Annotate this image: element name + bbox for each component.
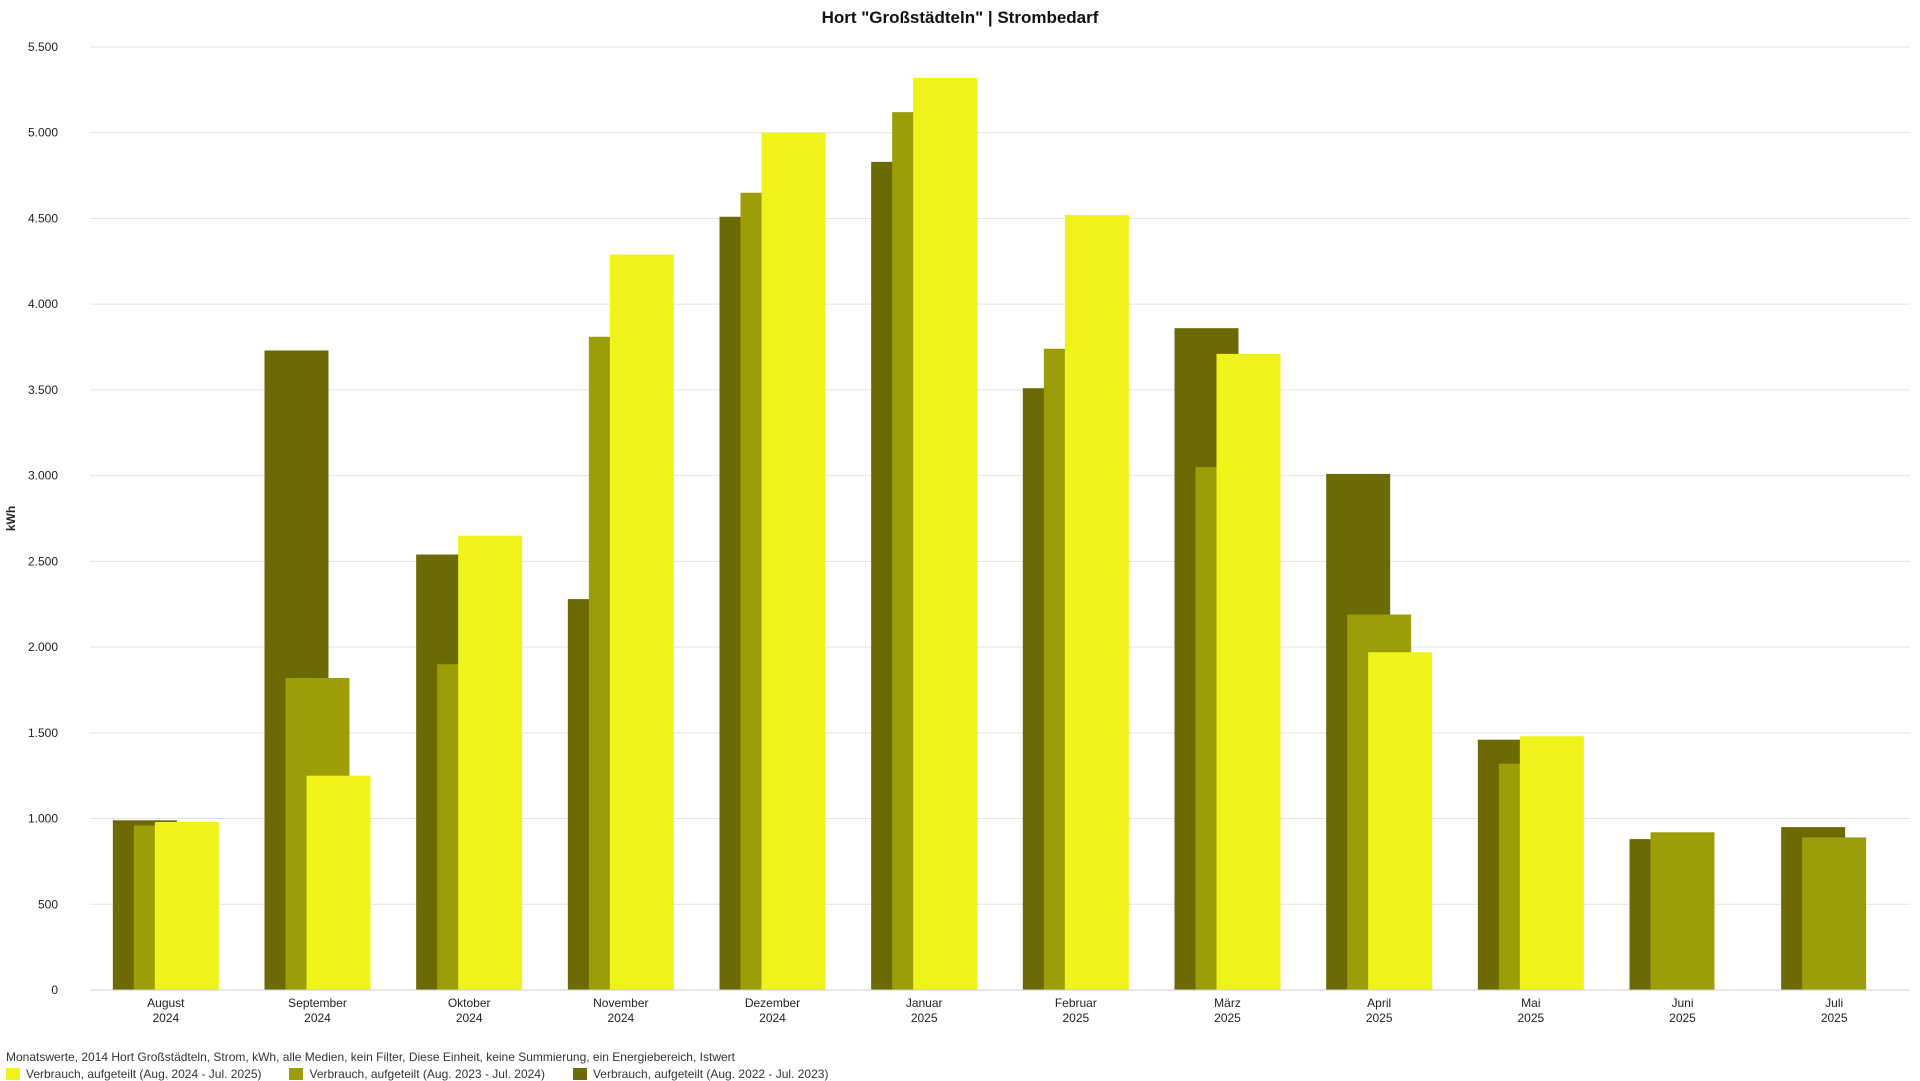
- y-tick-label: 3.000: [28, 469, 58, 483]
- legend-swatch: [572, 1068, 587, 1080]
- x-tick-label-month: März: [1214, 996, 1241, 1010]
- bar-series-3: [306, 775, 371, 990]
- legend-swatch: [289, 1068, 304, 1080]
- y-tick-label: 1.500: [28, 726, 58, 740]
- bar-series-3: [1216, 353, 1281, 990]
- x-tick-label-month: Januar: [906, 996, 943, 1010]
- y-tick-label: 4.500: [28, 211, 58, 225]
- bar-series-2: [1802, 837, 1867, 990]
- y-tick-label: 2.000: [28, 640, 58, 654]
- bar-series-3: [1519, 736, 1584, 990]
- y-axis-tick-labels: 0 500 1.000 1.500 2.000 2.500 3.000 3.500 4.000 4…: [28, 40, 58, 997]
- y-tick-label: 5.500: [28, 40, 58, 54]
- x-tick-label-month: Juli: [1825, 996, 1843, 1010]
- bars: [112, 77, 1867, 991]
- y-tick-label: 4.000: [28, 297, 58, 311]
- y-tick-label: 2.500: [28, 554, 58, 568]
- y-tick-label: 500: [38, 897, 58, 911]
- legend-label: Verbrauch, aufgeteilt (Aug. 2022 - Jul. …: [592, 1067, 829, 1081]
- x-tick-label-year: 2024: [759, 1011, 786, 1025]
- x-tick-label-year: 2025: [1062, 1011, 1089, 1025]
- x-tick-label-year: 2024: [607, 1011, 634, 1025]
- bar-series-3: [1064, 215, 1129, 990]
- y-tick-label: 3.500: [28, 383, 58, 397]
- chart-title: Hort "Großstädteln" | Strombedarf: [821, 8, 1099, 27]
- x-tick-label-month: Mai: [1521, 996, 1540, 1010]
- bar-series-3: [609, 254, 674, 990]
- x-tick-label-year: 2024: [152, 1011, 179, 1025]
- bar-series-3: [913, 77, 978, 990]
- x-tick-label-month: Oktober: [448, 996, 491, 1010]
- bar-series-3: [761, 132, 826, 990]
- legend-label: Verbrauch, aufgeteilt (Aug. 2023 - Jul. …: [309, 1067, 545, 1081]
- legend: Verbrauch, aufgeteilt (Aug. 2024 - Jul. …: [6, 1067, 828, 1081]
- x-tick-label-year: 2025: [911, 1011, 938, 1025]
- x-tick-label-year: 2025: [1669, 1011, 1696, 1025]
- bar-series-3: [1368, 652, 1433, 990]
- y-tick-label: 5.000: [28, 126, 58, 140]
- bar-series-3: [154, 821, 219, 990]
- x-tick-label-month: April: [1367, 996, 1391, 1010]
- x-tick-label-month: Juni: [1671, 996, 1693, 1010]
- x-tick-label-year: 2025: [1214, 1011, 1241, 1025]
- x-tick-label-month: Dezember: [745, 996, 800, 1010]
- x-tick-label-year: 2025: [1366, 1011, 1393, 1025]
- x-tick-label-month: September: [288, 996, 347, 1010]
- legend-item: Verbrauch, aufgeteilt (Aug. 2022 - Jul. …: [572, 1067, 829, 1081]
- x-tick-label-month: November: [593, 996, 648, 1010]
- x-tick-label-year: 2025: [1517, 1011, 1544, 1025]
- legend-swatch: [6, 1068, 20, 1080]
- gridlines: [90, 46, 1910, 905]
- chart-subtitle: Monatswerte, 2014 Hort Großstädteln, Str…: [6, 1050, 735, 1064]
- bar-series-3: [458, 535, 523, 990]
- y-tick-label: 0: [51, 983, 58, 997]
- x-tick-label-year: 2024: [304, 1011, 331, 1025]
- bar-series-2: [1650, 832, 1715, 990]
- legend-item: Verbrauch, aufgeteilt (Aug. 2024 - Jul. …: [6, 1067, 261, 1081]
- x-tick-label-month: August: [147, 996, 185, 1010]
- x-tick-label-year: 2025: [1821, 1011, 1848, 1025]
- x-axis-tick-labels: August2024September2024Oktober2024Novemb…: [147, 996, 1848, 1025]
- legend-item: Verbrauch, aufgeteilt (Aug. 2023 - Jul. …: [289, 1067, 545, 1081]
- x-tick-label-month: Februar: [1055, 996, 1097, 1010]
- y-tick-label: 1.000: [28, 812, 58, 826]
- y-axis-label: kWh: [4, 506, 18, 531]
- legend-label: Verbrauch, aufgeteilt (Aug. 2024 - Jul. …: [26, 1067, 262, 1081]
- x-tick-label-year: 2024: [456, 1011, 483, 1025]
